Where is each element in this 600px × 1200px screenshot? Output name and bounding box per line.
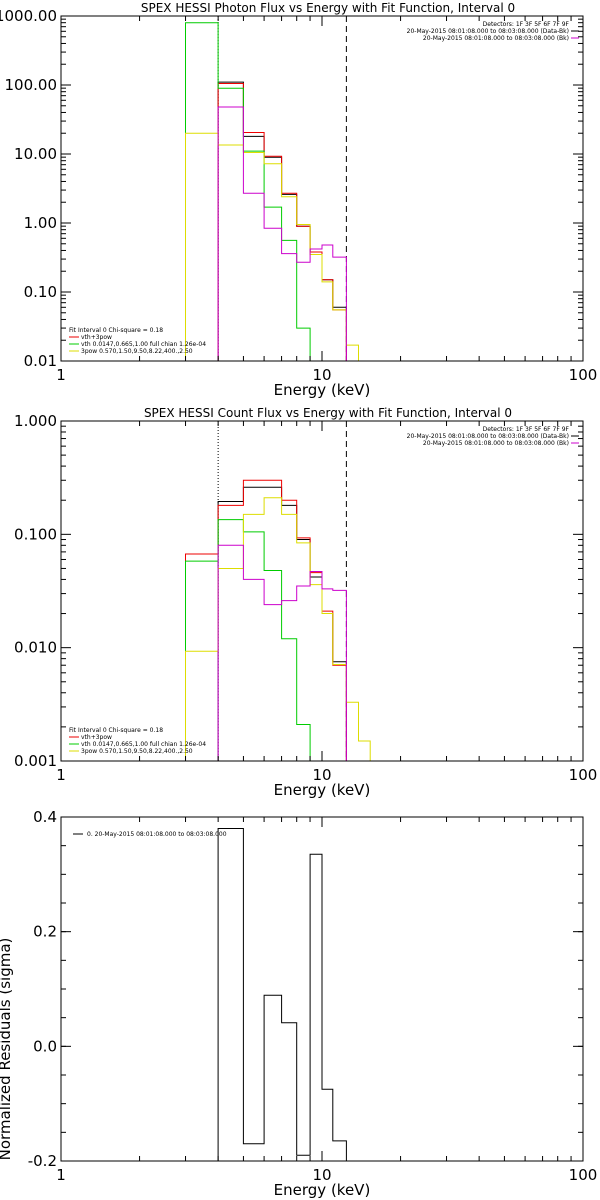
y-axis-label: Normalized Residuals (sigma): [0, 938, 14, 1161]
photon-flux-panel: SPEX HESSI Photon Flux vs Energy with Fi…: [0, 1, 597, 399]
legend-info: Fit Interval 0 Chi-square = 0.18: [69, 727, 163, 734]
x-axis-label: Energy (keV): [274, 381, 371, 399]
legend-entry: 3pow 0.570,1.50,9.50,8.22,400.,2.50: [81, 348, 193, 355]
y-tick-label: 1000.00: [0, 7, 57, 25]
x-tick-label: 1: [56, 1166, 66, 1184]
x-axis-label: Energy (keV): [274, 781, 371, 799]
header-text: 20-May-2015 08:01:08.000 to 08:03:08.000…: [423, 440, 569, 447]
x-tick-label: 10: [312, 1166, 331, 1184]
x-axis-label: Energy (keV): [274, 1181, 371, 1199]
plot-frame: [60, 15, 584, 362]
header-text: 20-May-2015 08:01:08.000 to 08:03:08.000…: [423, 35, 569, 42]
residuals-panel: 1 10 100 -0.2 0.0 0.2 0.4 Energy (keV) Normalize…: [0, 808, 597, 1199]
y-tick-label: 1.000: [14, 412, 57, 430]
series-line: [217, 486, 347, 761]
y-tick-label: 0.2: [33, 923, 57, 941]
series-line: [217, 828, 347, 1161]
header-text: Detectors: 1F 3F 5F 6F 7F 9F: [483, 21, 570, 28]
legend-entry: vth 0.0147,0.665,1.00 full chian 1.26e-0…: [81, 741, 206, 748]
series-line: [185, 519, 323, 761]
series-line: [185, 132, 371, 361]
legend-entry: vth+3pow: [81, 334, 112, 341]
series-line: [185, 497, 371, 761]
x-tick-label: 100: [569, 366, 598, 384]
y-tick-label: 0.0: [33, 1037, 57, 1055]
legend-info: Fit Interval 0 Chi-square = 0.18: [69, 327, 163, 334]
x-tick-label: 1: [56, 366, 66, 384]
series-line: [185, 22, 323, 361]
y-tick-label: 0.10: [24, 283, 57, 301]
x-tick-label: 10: [312, 766, 331, 784]
y-tick-label: 0.001: [14, 752, 57, 770]
data-series-group: [217, 828, 347, 1161]
count-flux-panel: SPEX HESSI Count Flux vs Energy with Fit…: [14, 406, 597, 799]
y-tick-label: -0.2: [28, 1152, 57, 1170]
chart-title: SPEX HESSI Photon Flux vs Energy with Fi…: [141, 1, 515, 15]
legend-entry: vth 0.0147,0.665,1.00 full chian 1.26e-0…: [81, 341, 206, 348]
legend-entry: 3pow 0.570,1.50,9.50,8.22,400.,2.50: [81, 748, 193, 755]
series-line: [217, 83, 347, 361]
series-line: [217, 544, 347, 761]
header-text: 20-May-2015 08:01:08.000 to 08:03:08.000…: [407, 28, 569, 35]
x-tick-label: 100: [569, 766, 598, 784]
chart-title: SPEX HESSI Count Flux vs Energy with Fit…: [144, 406, 512, 420]
series-line: [217, 106, 347, 361]
y-tick-label: 0.01: [24, 352, 57, 370]
data-series-group: [185, 479, 371, 761]
y-tick-label: 0.4: [33, 808, 57, 826]
legend-entry: vth+3pow: [81, 734, 112, 741]
header-text: 20-May-2015 08:01:08.000 to 08:03:08.000…: [407, 433, 569, 440]
y-tick-label: 0.010: [14, 639, 57, 657]
x-tick-label: 100: [569, 1166, 598, 1184]
y-tick-label: 10.00: [14, 145, 57, 163]
y-tick-label: 0.100: [14, 525, 57, 543]
y-tick-label: 1.00: [24, 214, 57, 232]
legend-entry: 0. 20-May-2015 08:01:08.000 to 08:03:08.…: [87, 831, 227, 838]
x-tick-label: 1: [56, 766, 66, 784]
y-tick-label: 100.00: [5, 76, 58, 94]
series-line: [217, 81, 347, 361]
series-line: [185, 479, 347, 761]
header-text: Detectors: 1F 3F 5F 6F 7F 9F: [483, 426, 570, 433]
data-series-group: [185, 22, 371, 361]
x-tick-label: 10: [312, 366, 331, 384]
